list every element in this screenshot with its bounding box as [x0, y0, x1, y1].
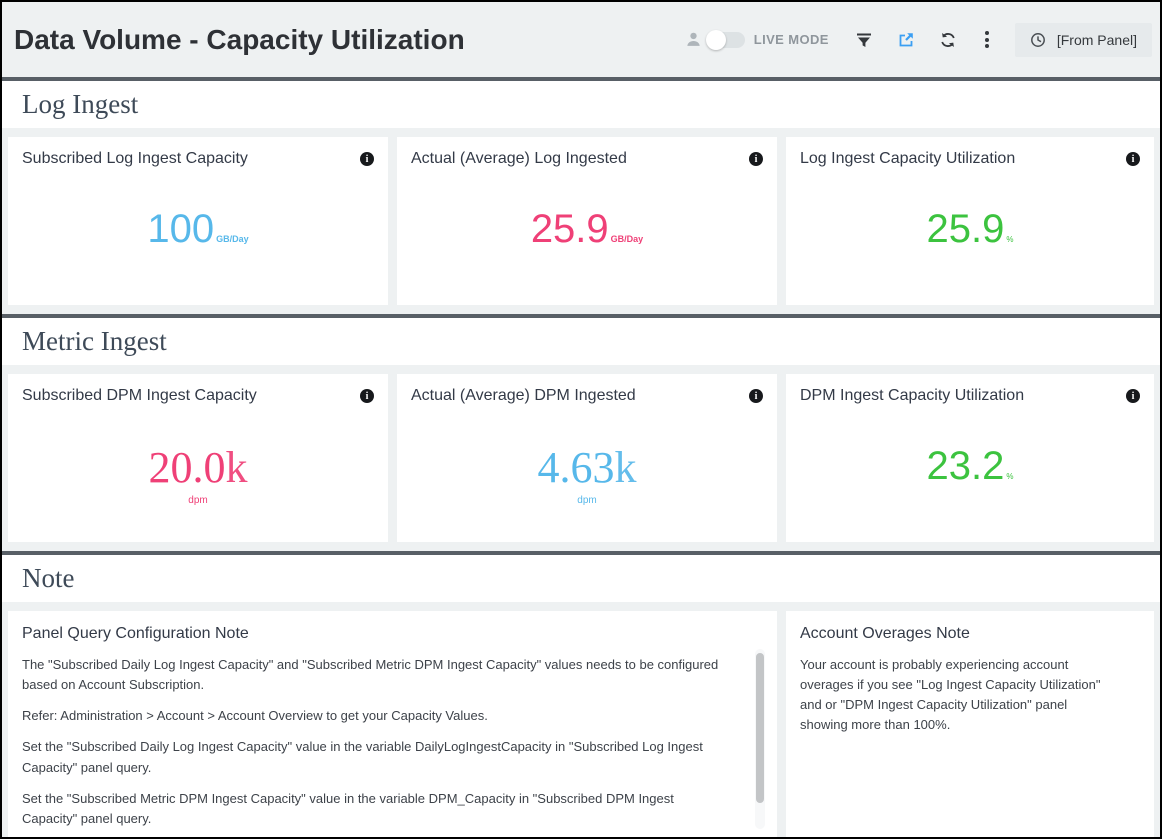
- info-icon[interactable]: i: [1126, 152, 1140, 166]
- share-icon[interactable]: [897, 31, 915, 49]
- stat: 20.0k dpm: [8, 446, 388, 506]
- time-range-selector[interactable]: [From Panel]: [1014, 22, 1152, 57]
- stat-value: 4.63: [537, 443, 615, 492]
- stat: 100 GB/Day: [8, 209, 388, 249]
- panel-title: Log Ingest Capacity Utilization: [800, 150, 1016, 167]
- panel-title: Actual (Average) DPM Ingested: [411, 387, 636, 404]
- section-divider: [2, 551, 1160, 555]
- note-paragraph: Set the "Subscribed Metric DPM Ingest Ca…: [22, 790, 674, 826]
- stat: 25.9 GB/Day: [397, 209, 777, 249]
- note-scrollbar-track[interactable]: [755, 649, 765, 829]
- note-title: Account Overages Note: [800, 625, 970, 642]
- note-paragraph: Set the "Subscribed Daily Log Ingest Cap…: [22, 739, 703, 775]
- panel-subscribed-log-ingest-capacity: Subscribed Log Ingest Capacity i 100 GB/…: [8, 137, 388, 305]
- note-title: Panel Query Configuration Note: [22, 625, 249, 642]
- section-divider: [2, 77, 1160, 81]
- stat-value: 25.9: [926, 207, 1005, 251]
- section-divider: [2, 314, 1160, 318]
- panel-actual-log-ingested: Actual (Average) Log Ingested i 25.9 GB/…: [397, 137, 777, 305]
- dashboard-header: Data Volume - Capacity Utilization LIVE …: [2, 2, 1160, 77]
- live-mode-label: LIVE MODE: [753, 32, 829, 47]
- stat-suffix: k: [614, 443, 637, 492]
- note-scrollbar-thumb[interactable]: [756, 653, 764, 803]
- note-paragraph: Refer: Administration > Account > Accoun…: [22, 708, 488, 724]
- stat-value: 20.0: [148, 443, 226, 492]
- panel-title: Subscribed DPM Ingest Capacity: [22, 387, 257, 404]
- stat-unit: dpm: [188, 495, 208, 506]
- live-mode-toggle[interactable]: [705, 29, 745, 50]
- refresh-icon[interactable]: [939, 31, 957, 49]
- stat: 23.2 %: [786, 446, 1154, 486]
- toggle-knob: [705, 29, 726, 50]
- section-note-row: Panel Query Configuration Note The "Subs…: [8, 611, 1154, 837]
- note-paragraph: The "Subscribed Daily Log Ingest Capacit…: [22, 657, 719, 693]
- section-header-log-ingest: Log Ingest: [2, 81, 1160, 128]
- section-log-ingest-row: Subscribed Log Ingest Capacity i 100 GB/…: [8, 137, 1154, 305]
- stat-suffix: k: [225, 443, 248, 492]
- stat-unit: %: [1006, 235, 1014, 244]
- stat-number: 20.0k: [149, 446, 248, 490]
- panel-title: Subscribed Log Ingest Capacity: [22, 150, 248, 167]
- stat-value: 100: [147, 207, 215, 251]
- info-icon[interactable]: i: [749, 152, 763, 166]
- note-paragraph: Your account is probably experiencing ac…: [800, 657, 1101, 733]
- panel-query-configuration-note: Panel Query Configuration Note The "Subs…: [8, 611, 777, 837]
- clock-icon: [1030, 32, 1045, 47]
- panel-subscribed-dpm-ingest-capacity: Subscribed DPM Ingest Capacity i 20.0k d…: [8, 374, 388, 542]
- header-controls: LIVE MODE [From Panel]: [685, 22, 1152, 57]
- section-metric-ingest-row: Subscribed DPM Ingest Capacity i 20.0k d…: [8, 374, 1154, 542]
- stat-unit: GB/Day: [610, 234, 644, 244]
- kebab-menu-icon[interactable]: [981, 29, 993, 50]
- note-body: Your account is probably experiencing ac…: [800, 655, 1140, 736]
- info-icon[interactable]: i: [360, 389, 374, 403]
- time-range-value: [From Panel]: [1056, 31, 1137, 48]
- panel-log-ingest-capacity-utilization: Log Ingest Capacity Utilization i 25.9 %: [786, 137, 1154, 305]
- panel-dpm-ingest-capacity-utilization: DPM Ingest Capacity Utilization i 23.2 %: [786, 374, 1154, 542]
- info-icon[interactable]: i: [1126, 389, 1140, 403]
- panel-actual-dpm-ingested: Actual (Average) DPM Ingested i 4.63k dp…: [397, 374, 777, 542]
- info-icon[interactable]: i: [749, 389, 763, 403]
- stat: 4.63k dpm: [397, 446, 777, 506]
- stat-unit: dpm: [577, 495, 597, 506]
- note-body: The "Subscribed Daily Log Ingest Capacit…: [22, 655, 763, 829]
- page-title: Data Volume - Capacity Utilization: [14, 23, 465, 55]
- stat-number: 4.63k: [538, 446, 637, 490]
- panel-account-overages-note: Account Overages Note Your account is pr…: [786, 611, 1154, 837]
- section-header-metric-ingest: Metric Ingest: [2, 318, 1160, 365]
- stat-value: 25.9: [530, 207, 609, 251]
- person-icon: [685, 31, 702, 48]
- info-icon[interactable]: i: [360, 152, 374, 166]
- stat-value: 23.2: [926, 444, 1005, 488]
- filter-icon[interactable]: [855, 31, 873, 49]
- stat-unit: GB/Day: [216, 234, 249, 244]
- panel-title: DPM Ingest Capacity Utilization: [800, 387, 1025, 404]
- stat: 25.9 %: [786, 209, 1154, 249]
- stat-unit: %: [1006, 472, 1014, 481]
- section-header-note: Note: [2, 555, 1160, 602]
- panel-title: Actual (Average) Log Ingested: [411, 150, 627, 167]
